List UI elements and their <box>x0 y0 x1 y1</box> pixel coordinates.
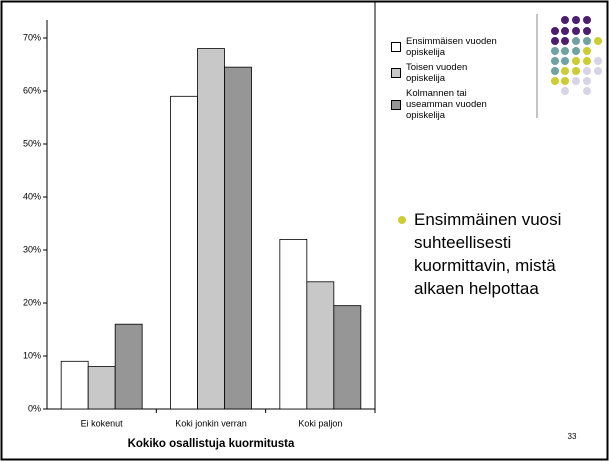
legend-label: Ensimmäisen vuoden opiskelija <box>406 36 497 58</box>
bar <box>60 360 89 410</box>
bar <box>114 323 143 410</box>
legend-label: Kolmannen tai useamman vuoden opiskelija <box>406 88 487 121</box>
y-tick-label: 30% <box>23 244 41 254</box>
legend-swatch <box>391 42 401 52</box>
decoration-dots <box>551 16 602 95</box>
legend: Ensimmäisen vuoden opiskelija Toisen vuod… <box>391 36 516 125</box>
bar <box>87 366 116 410</box>
bullet: Ensimmäinen vuosi suhteellisesti kuormit… <box>398 208 598 300</box>
y-tick-label: 70% <box>23 32 41 42</box>
legend-entry: Kolmannen tai useamman vuoden opiskelija <box>391 88 516 121</box>
bar <box>224 66 252 410</box>
x-axis-title: Kokiko osallistuja kuormitusta <box>128 438 295 450</box>
legend-label: Toisen vuoden opiskelija <box>406 62 468 84</box>
bar <box>279 238 308 410</box>
bullet-dot <box>398 216 406 224</box>
x-tick-label: Koki jonkin verran <box>175 418 247 428</box>
legend-swatch <box>391 68 401 78</box>
y-tick-label: 10% <box>23 350 41 360</box>
y-tick-label: 50% <box>23 138 41 148</box>
bar <box>197 48 225 410</box>
legend-swatch <box>391 99 401 110</box>
page-number: 33 <box>568 432 577 441</box>
x-tick-label: Koki paljon <box>298 418 342 428</box>
legend-entry: Ensimmäisen vuoden opiskelija <box>391 36 516 58</box>
y-tick-label: 20% <box>23 297 41 307</box>
bullet-text: Ensimmäinen vuosi suhteellisesti kuormit… <box>414 210 562 298</box>
bar <box>170 95 198 410</box>
x-tick-label: Ei kokenut <box>81 418 124 428</box>
bar <box>306 281 335 410</box>
y-tick-label: 0% <box>28 403 41 413</box>
bar <box>333 305 362 410</box>
legend-entry: Toisen vuoden opiskelija <box>391 62 516 84</box>
y-tick-label: 60% <box>23 85 41 95</box>
y-tick-label: 40% <box>23 191 41 201</box>
